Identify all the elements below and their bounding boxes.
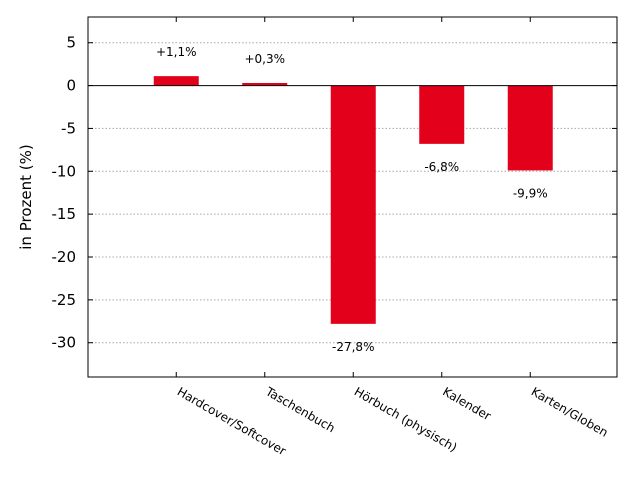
y-tick-label: -25	[52, 291, 77, 309]
plot-frame	[87, 16, 618, 378]
data-label: +0,3%	[244, 52, 285, 66]
y-ticks: 5 0 -5 -10 -15 -20 -25 -30	[52, 34, 617, 352]
y-tick-label: -30	[52, 334, 77, 352]
x-tick-label: Taschenbuch	[262, 384, 337, 435]
y-tick-label: -10	[52, 162, 77, 180]
data-label: -9,9%	[513, 186, 548, 200]
bar	[330, 85, 376, 324]
y-tick-label: -15	[52, 205, 77, 223]
y-tick-label: -20	[52, 248, 77, 266]
x-tick-label: Kalender	[440, 384, 493, 423]
bar	[507, 85, 553, 171]
y-tick-label: 0	[66, 77, 76, 95]
bar	[419, 85, 465, 144]
data-labels: +1,1% +0,3% -27,8% -6,8% -9,9%	[156, 45, 548, 354]
y-tick-label: 5	[66, 34, 76, 52]
grid-lines	[88, 42, 617, 344]
bars	[153, 76, 553, 324]
data-label: +1,1%	[156, 45, 197, 59]
bar	[242, 83, 288, 86]
y-axis-title: in Prozent (%)	[17, 144, 35, 249]
x-tick-label: Karten/Globen	[529, 384, 611, 439]
data-label: -6,8%	[424, 160, 459, 174]
y-tick-label: -5	[61, 119, 76, 137]
bar	[153, 76, 199, 86]
data-label: -27,8%	[332, 340, 374, 354]
